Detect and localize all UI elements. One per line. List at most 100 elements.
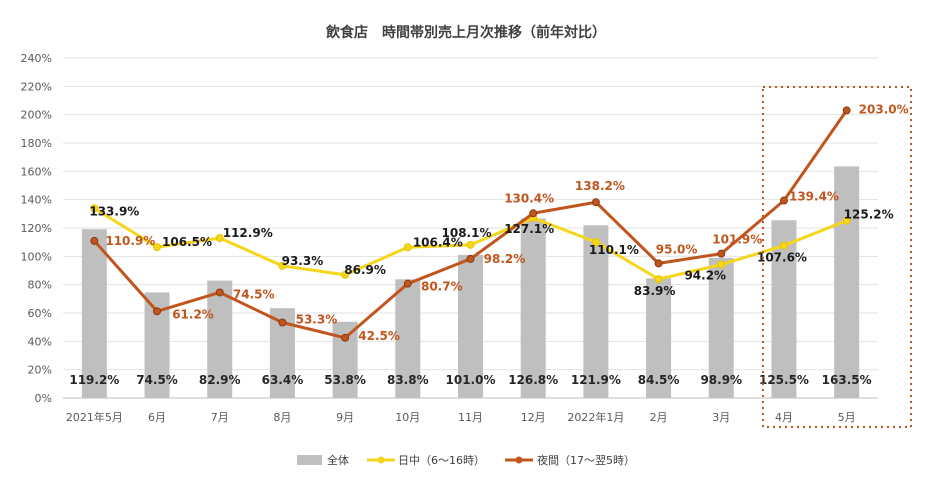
legend-label-day: 日中（6～16時） — [398, 454, 485, 467]
bar-data-label: 53.8% — [324, 373, 366, 387]
series-point — [90, 236, 99, 245]
x-tick-label: 10月 — [395, 411, 420, 424]
bar — [395, 279, 421, 398]
x-tick-label: 3月 — [712, 411, 730, 424]
series-point — [591, 238, 600, 247]
series-point — [215, 288, 224, 297]
night-data-label: 95.0% — [656, 242, 698, 256]
x-tick-label: 11月 — [458, 411, 483, 424]
bar — [708, 257, 734, 398]
data-labels: 119.2% 74.5% 82.9% 63.4% 53.8% 83.8% 101.0% 126… — [69, 102, 908, 387]
night-data-label: 139.4% — [789, 190, 839, 204]
bar-data-label: 125.5% — [759, 373, 809, 387]
legend-swatch-total — [297, 455, 322, 465]
y-tick-label: 240% — [21, 52, 52, 65]
y-tick-label: 120% — [21, 222, 52, 235]
bar-data-label: 121.9% — [571, 373, 621, 387]
series-point — [842, 106, 851, 115]
y-tick-label: 200% — [21, 109, 52, 122]
day-data-label: 94.2% — [684, 269, 726, 283]
day-data-label: 108.1% — [442, 226, 492, 240]
night-data-label: 110.9% — [105, 234, 155, 248]
day-data-label: 106.4% — [413, 235, 463, 249]
y-tick-label: 160% — [21, 165, 52, 178]
line-series — [90, 106, 851, 342]
series-point — [842, 216, 851, 225]
series-point — [654, 275, 663, 284]
y-tick-label: 140% — [21, 194, 52, 207]
bar-data-label: 163.5% — [822, 373, 872, 387]
series-point — [717, 260, 726, 269]
day-data-label: 83.9% — [634, 284, 676, 298]
legend-label-total: 全体 — [327, 453, 349, 467]
y-tick-label: 220% — [21, 80, 52, 93]
series-point — [90, 204, 99, 213]
night-data-label: 101.9% — [712, 233, 762, 247]
x-tick-label: 2月 — [650, 411, 668, 424]
highlight-box — [762, 86, 912, 428]
x-tick-label: 2021年5月 — [66, 410, 123, 424]
bar — [646, 278, 672, 398]
x-tick-label: 4月 — [775, 411, 793, 424]
bar-data-label: 83.8% — [387, 373, 429, 387]
legend-label-night: 夜間（17～翌5時） — [537, 453, 635, 467]
x-tick-label: 7月 — [211, 411, 229, 424]
day-data-label: 127.1% — [504, 222, 554, 236]
night-data-label: 98.2% — [484, 252, 526, 266]
day-data-label: 133.9% — [89, 204, 139, 218]
x-tick-label: 12月 — [521, 411, 546, 424]
series-point — [529, 209, 538, 218]
night-data-label: 203.0% — [859, 102, 909, 116]
series-point — [215, 234, 224, 243]
night-data-label: 53.3% — [296, 312, 338, 326]
bar-data-label: 63.4% — [262, 373, 304, 387]
day-data-label: 93.3% — [282, 254, 324, 268]
y-tick-label: 180% — [21, 137, 52, 150]
x-axis-ticks: 2021年5月 6月 7月 8月 9月 10月 11月 12月 2022年1月 2月 3月 4月 5月 — [66, 410, 856, 424]
day-data-label: 110.1% — [589, 243, 639, 257]
series-point — [466, 254, 475, 263]
bar — [520, 218, 546, 398]
day-data-label: 106.5% — [162, 235, 212, 249]
bar-data-label: 126.8% — [508, 373, 558, 387]
day-data-label: 107.6% — [757, 251, 807, 265]
night-data-label: 138.2% — [575, 179, 625, 193]
legend-marker-day — [377, 456, 385, 464]
bar-data-label: 119.2% — [69, 373, 119, 387]
day-data-label: 125.2% — [844, 208, 894, 222]
x-tick-label: 6月 — [148, 411, 166, 424]
series-point — [466, 240, 475, 249]
y-tick-label: 0% — [35, 392, 52, 405]
bar-data-label: 101.0% — [446, 373, 496, 387]
bar-data-label: 98.9% — [700, 373, 742, 387]
x-tick-label: 9月 — [336, 411, 354, 424]
series-point — [341, 270, 350, 279]
day-data-label: 86.9% — [344, 263, 386, 277]
series-point — [779, 241, 788, 250]
bar — [458, 254, 483, 398]
night-data-label: 42.5% — [358, 329, 400, 343]
series-point — [403, 243, 412, 252]
bar-data-label: 84.5% — [638, 373, 680, 387]
y-tick-label: 100% — [21, 250, 52, 263]
x-tick-label: 8月 — [273, 411, 291, 424]
y-tick-label: 80% — [28, 279, 52, 292]
bar-data-label: 74.5% — [136, 373, 178, 387]
day-data-label: 112.9% — [223, 226, 273, 240]
legend-marker-night — [515, 456, 523, 464]
series-point — [341, 333, 350, 342]
bar — [834, 166, 860, 398]
bar — [207, 280, 233, 398]
series-point — [153, 307, 162, 316]
series-point — [779, 196, 788, 205]
bar — [583, 225, 609, 398]
series-point — [278, 318, 287, 327]
series-point — [403, 279, 412, 288]
series-point — [153, 243, 162, 252]
series-point — [717, 249, 726, 258]
series-point — [278, 261, 287, 270]
night-data-label: 130.4% — [504, 191, 554, 205]
night-data-label: 61.2% — [172, 307, 214, 321]
y-axis-ticks: 0% 20% 40% 60% 80% 100% 120% 140% 160% 180% 200% 22… — [21, 52, 52, 405]
